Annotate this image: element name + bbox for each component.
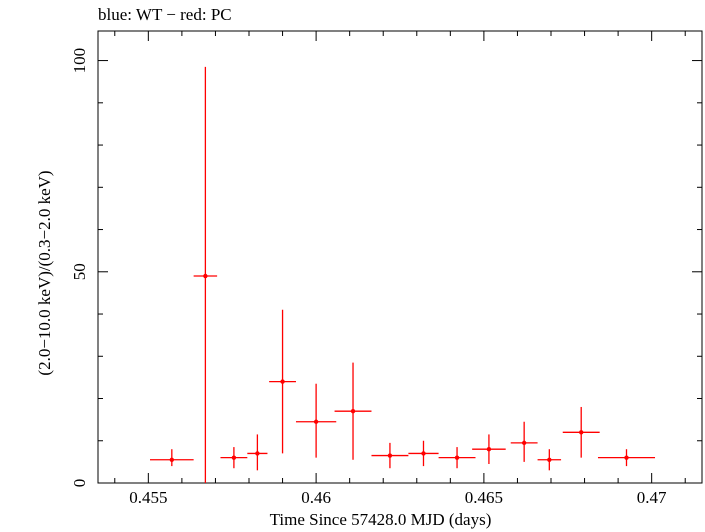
data-marks: [150, 66, 656, 483]
point-marker: [547, 457, 552, 462]
point-marker: [454, 455, 460, 460]
data-point: [295, 383, 337, 458]
x-tick-label: 0.47: [637, 488, 667, 507]
x-axis-label: Time Since 57428.0 MJD (days): [269, 510, 492, 529]
point-marker: [280, 379, 285, 384]
data-point: [438, 447, 476, 469]
point-marker: [486, 447, 492, 452]
y-tick-label: 50: [70, 263, 89, 280]
chart-title: blue: WT − red: PC: [98, 5, 232, 24]
data-point: [510, 421, 538, 462]
point-marker: [255, 451, 260, 456]
axes: 0.455 0.46 0.465 0.47 0 50 100: [70, 31, 702, 507]
y-tick-label: 0: [70, 479, 89, 488]
point-marker: [387, 453, 393, 458]
x-tick-label: 0.465: [465, 488, 503, 507]
data-point: [537, 449, 562, 471]
point-marker: [624, 455, 629, 460]
data-point: [562, 406, 600, 458]
plot-frame: [97, 30, 703, 484]
data-point: [247, 434, 268, 471]
data-point: [371, 442, 409, 469]
x-tick-label: 0.455: [129, 488, 167, 507]
point-marker: [169, 457, 175, 462]
data-point: [334, 362, 372, 460]
x-tick-label: 0.46: [301, 488, 331, 507]
point-marker: [203, 273, 208, 279]
point-marker: [231, 455, 237, 460]
point-marker: [350, 408, 356, 414]
data-point: [269, 309, 296, 454]
data-point: [220, 447, 248, 469]
data-point: [408, 440, 439, 467]
data-point: [193, 66, 218, 483]
point-marker: [421, 451, 426, 456]
point-marker: [521, 440, 527, 446]
point-marker: [313, 419, 319, 424]
data-point: [150, 449, 194, 467]
data-point: [597, 449, 656, 467]
data-point: [472, 434, 506, 464]
y-tick-label: 100: [70, 48, 89, 74]
point-marker: [579, 430, 584, 435]
